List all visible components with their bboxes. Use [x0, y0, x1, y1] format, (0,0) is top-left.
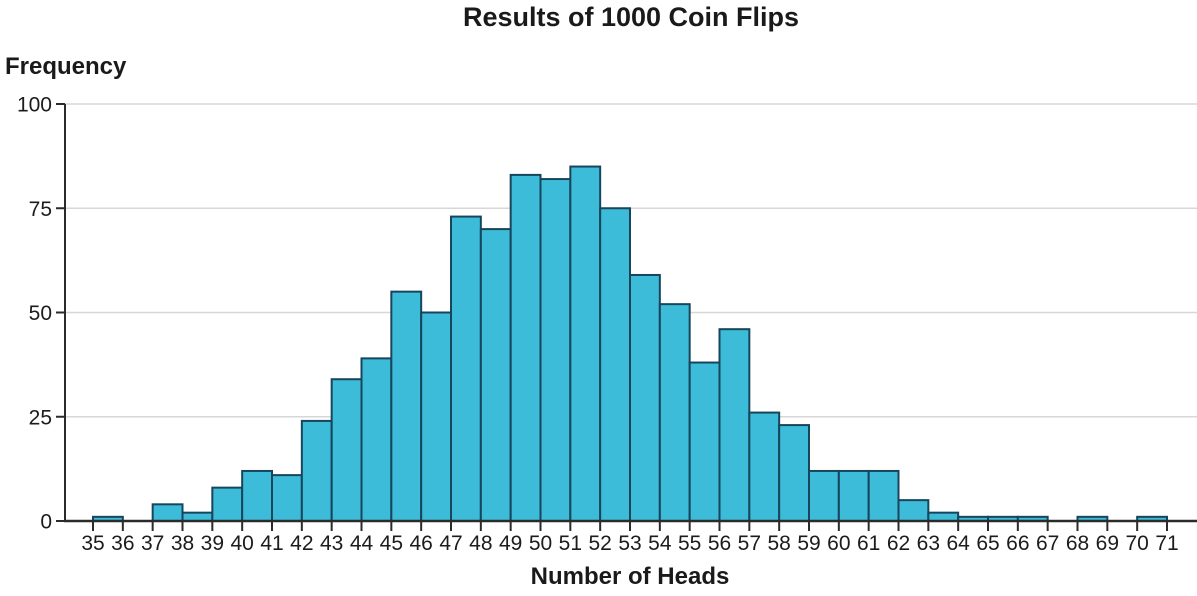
x-tick-label-43: 43	[320, 532, 343, 555]
x-tick-label-70: 70	[1125, 532, 1148, 555]
bar-47	[450, 215, 482, 522]
y-tick-label-100: 100	[17, 94, 52, 117]
x-tick-label-54: 54	[648, 532, 672, 555]
bar-62	[897, 499, 930, 522]
bar-63	[927, 511, 960, 522]
bar-37	[151, 503, 184, 523]
y-axis-ticks	[56, 103, 65, 522]
x-tick-label-38: 38	[171, 532, 194, 555]
x-tick-label-65: 65	[976, 532, 999, 555]
bar-55	[688, 361, 721, 523]
x-tick-label-46: 46	[409, 532, 432, 555]
histogram-bars	[92, 165, 1168, 523]
x-tick-label-42: 42	[290, 532, 313, 555]
x-tick-label-44: 44	[350, 532, 374, 555]
bar-60	[837, 469, 870, 522]
bar-59	[808, 469, 840, 522]
x-tick-label-40: 40	[230, 532, 253, 555]
bar-39	[211, 486, 244, 523]
bar-40	[241, 469, 274, 522]
y-axis-label: Frequency	[5, 53, 127, 80]
x-tick-label-63: 63	[917, 532, 940, 555]
x-tick-label-57: 57	[738, 532, 761, 555]
bar-53	[629, 273, 661, 522]
x-tick-label-49: 49	[499, 532, 522, 555]
y-tick-label-0: 0	[40, 511, 52, 534]
x-tick-label-50: 50	[529, 532, 552, 555]
x-tick-label-58: 58	[767, 532, 790, 555]
bar-57	[748, 411, 781, 522]
x-tick-label-53: 53	[618, 532, 641, 555]
bar-41	[271, 474, 303, 523]
x-tick-label-35: 35	[81, 532, 104, 555]
x-axis-ticks	[92, 522, 1168, 531]
bar-46	[420, 311, 452, 522]
bar-51	[569, 165, 602, 523]
y-tick-label-75: 75	[29, 198, 52, 221]
x-tick-label-71: 71	[1155, 532, 1178, 555]
x-tick-label-56: 56	[708, 532, 731, 555]
y-axis-tick-labels: 0 25 50 75 100	[17, 94, 52, 534]
x-axis-label: Number of Heads	[531, 563, 730, 590]
x-tick-label-60: 60	[827, 532, 850, 555]
x-tick-label-69: 69	[1096, 532, 1119, 555]
x-tick-label-47: 47	[439, 532, 462, 555]
x-tick-label-52: 52	[588, 532, 611, 555]
bar-50	[539, 178, 572, 522]
x-tick-label-36: 36	[111, 532, 134, 555]
x-tick-label-41: 41	[260, 532, 283, 555]
bar-56	[718, 328, 751, 522]
x-tick-label-39: 39	[201, 532, 224, 555]
x-tick-label-67: 67	[1036, 532, 1059, 555]
bar-38	[181, 511, 214, 522]
y-tick-label-25: 25	[29, 406, 52, 429]
chart-title: Results of 1000 Coin Flips	[463, 2, 799, 32]
bar-45	[390, 290, 423, 522]
x-tick-label-61: 61	[857, 532, 880, 555]
bar-49	[509, 173, 542, 522]
x-tick-label-62: 62	[887, 532, 910, 555]
x-tick-label-64: 64	[946, 532, 970, 555]
bar-42	[300, 419, 333, 523]
bar-61	[867, 469, 900, 522]
x-tick-label-66: 66	[1006, 532, 1029, 555]
x-tick-label-51: 51	[559, 532, 582, 555]
x-tick-label-55: 55	[678, 532, 701, 555]
x-tick-label-68: 68	[1066, 532, 1089, 555]
bar-58	[778, 424, 811, 522]
bar-54	[658, 303, 691, 522]
bar-48	[479, 228, 512, 522]
bar-52	[599, 207, 632, 522]
x-axis-tick-labels: 35 36 37 38 39 40 41 42 43 44 45 46 47 48 49 50 51 52 53 54…	[81, 532, 1178, 555]
x-tick-label-37: 37	[141, 532, 164, 555]
x-tick-label-48: 48	[469, 532, 492, 555]
x-tick-label-59: 59	[797, 532, 820, 555]
y-tick-label-50: 50	[29, 302, 52, 325]
bar-44	[360, 357, 393, 522]
x-tick-label-45: 45	[380, 532, 403, 555]
bar-43	[330, 378, 363, 522]
